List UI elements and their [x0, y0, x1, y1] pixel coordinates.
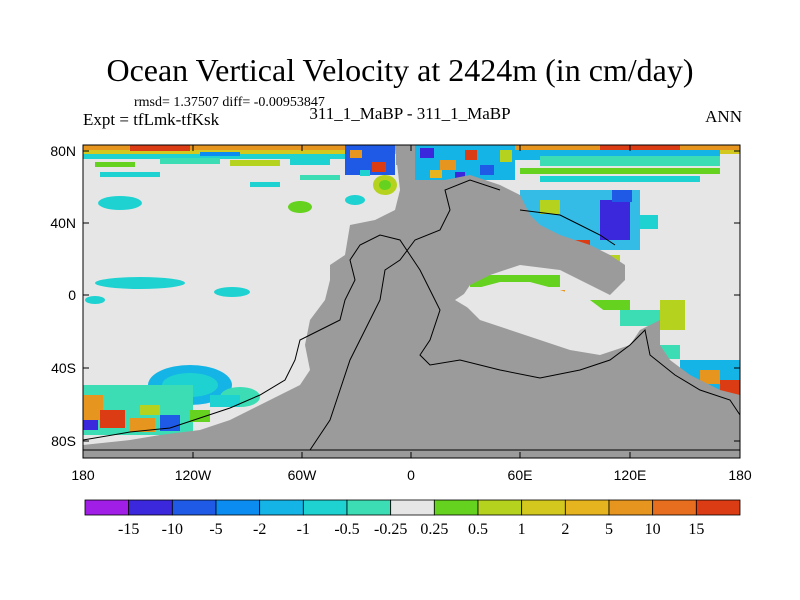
- lat-tick-label: 40N: [50, 215, 76, 231]
- anomaly-patch: [85, 296, 105, 304]
- colorbar-label: -2: [253, 521, 266, 538]
- plot-title: Ocean Vertical Velocity at 2424m (in cm/…: [106, 52, 694, 88]
- lat-tick-label: 80N: [50, 143, 76, 159]
- colorbar-labels: -15 -10 -5 -2 -1 -0.5 -0.25 0.25 0.5 1 2 5 10 15: [118, 521, 704, 538]
- colorbar-swatch: [128, 499, 173, 516]
- lon-tick-label: 0: [407, 467, 415, 483]
- colorbar-label: 2: [561, 521, 569, 538]
- colorbar-label: -1: [297, 521, 310, 538]
- axis-ticks: [83, 145, 740, 458]
- colorbar-swatch: [652, 499, 697, 516]
- colorbar-label: 15: [688, 521, 704, 538]
- case-label: 311_1_MaBP - 311_1_MaBP: [309, 104, 511, 123]
- anomaly-patch: [98, 196, 142, 210]
- colorbar-swatch: [84, 499, 130, 516]
- colorbar-label: 1: [518, 521, 526, 538]
- season-label: ANN: [705, 107, 742, 126]
- nordic-seas-anomaly: [345, 145, 515, 195]
- lat-tick-label: 40S: [51, 360, 76, 376]
- colorbar-label: 0.25: [420, 521, 448, 538]
- colorbar-swatch: [564, 499, 610, 516]
- anomaly-patch: [345, 195, 365, 205]
- lon-tick-label: 180: [71, 467, 95, 483]
- depth-contours: [83, 179, 740, 451]
- colorbar-swatch: [259, 499, 304, 516]
- lat-tick-label: 80S: [51, 433, 76, 449]
- lon-tick-label: 120E: [614, 467, 647, 483]
- colorbar-label: 0.5: [468, 521, 488, 538]
- lon-tick-label: 180: [728, 467, 752, 483]
- lon-tick-label: 60W: [288, 467, 318, 483]
- experiment-label: Expt = tfLmk-tfKsk: [83, 110, 220, 129]
- lon-tick-label: 60E: [508, 467, 533, 483]
- colorbar-label: -0.25: [374, 521, 407, 538]
- colorbar-swatch: [477, 499, 523, 516]
- map-panel: [83, 145, 740, 458]
- colorbar-swatch: [695, 499, 741, 516]
- colorbar-label: -10: [162, 521, 183, 538]
- colorbar-swatch: [302, 499, 348, 516]
- colorbar-swatch: [171, 499, 217, 516]
- anomaly-patch: [214, 287, 250, 297]
- colorbar-swatch: [433, 499, 479, 516]
- colorbar-label: -0.5: [334, 521, 359, 538]
- inland-ocean: [455, 282, 610, 340]
- colorbar-swatch: [215, 499, 261, 516]
- stats-line: rmsd= 1.37507 diff= -0.00953847: [134, 95, 325, 110]
- colorbar-swatch: [608, 499, 654, 516]
- colorbar-swatch: [346, 499, 392, 516]
- anomaly-patch: [95, 277, 185, 289]
- land-mask: [83, 145, 740, 458]
- lon-tick-label: 120W: [175, 467, 212, 483]
- colorbar-label: -5: [209, 521, 222, 538]
- lat-tick-label: 0: [68, 287, 76, 303]
- colorbar-swatch: [390, 499, 435, 516]
- colorbar-label: 5: [605, 521, 613, 538]
- anomaly-patch: [288, 201, 312, 213]
- colorbar-label: 10: [645, 521, 661, 538]
- colorbar-swatch: [521, 499, 566, 516]
- colorbar: [84, 499, 741, 516]
- colorbar-label: -15: [118, 521, 139, 538]
